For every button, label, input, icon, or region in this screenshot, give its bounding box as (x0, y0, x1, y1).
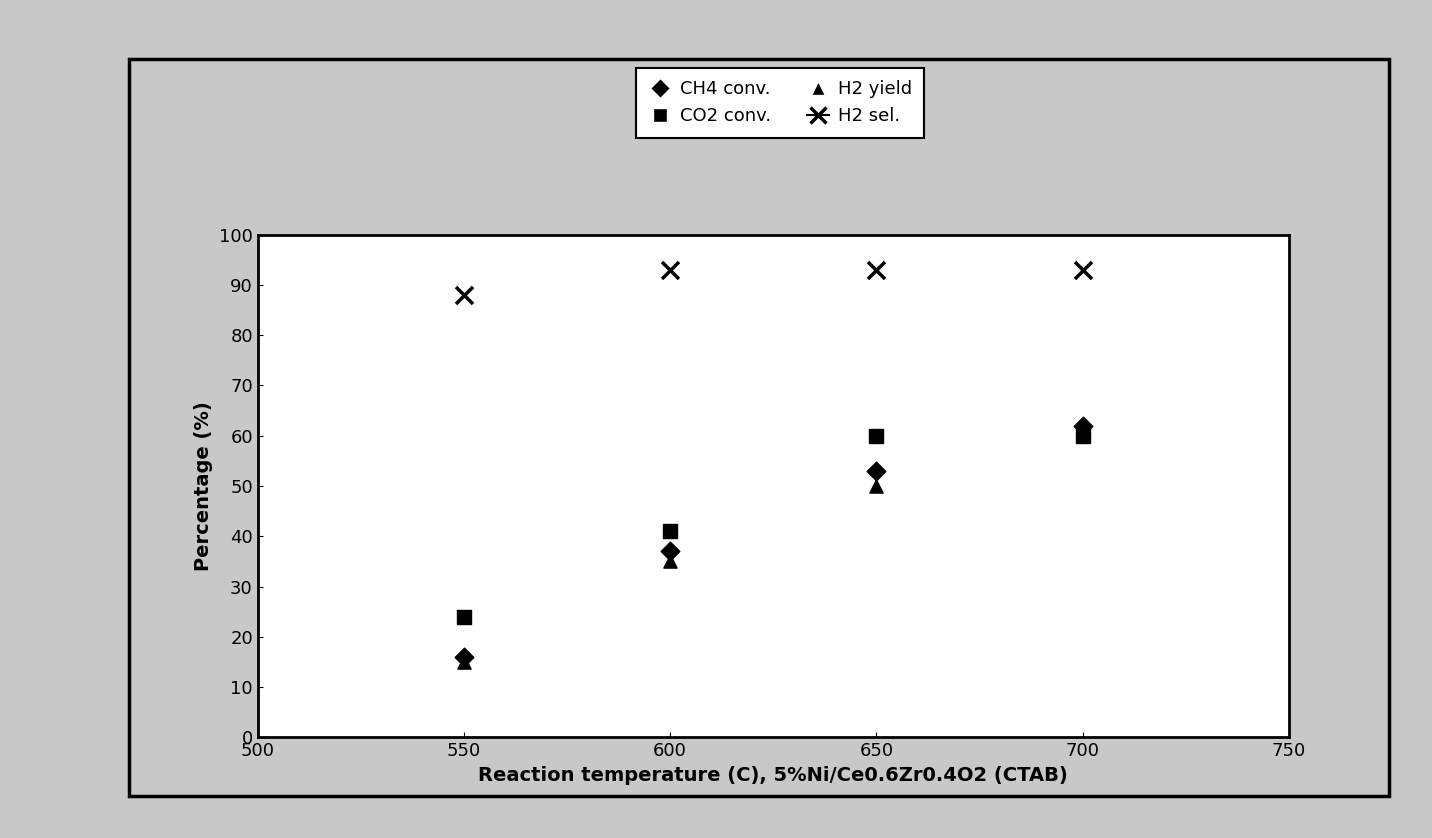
Legend: CH4 conv., CO2 conv., H2 yield, H2 sel.: CH4 conv., CO2 conv., H2 yield, H2 sel. (636, 68, 925, 138)
H2 yield (1071, 424, 1094, 437)
H2 sel. (453, 288, 475, 302)
H2 yield (865, 479, 888, 493)
H2 sel. (659, 263, 682, 277)
CO2 conv. (453, 610, 475, 623)
CH4 conv. (865, 464, 888, 478)
H2 sel. (1071, 263, 1094, 277)
CO2 conv. (659, 525, 682, 538)
CH4 conv. (453, 650, 475, 664)
CH4 conv. (1071, 419, 1094, 432)
CO2 conv. (865, 429, 888, 442)
H2 yield (453, 655, 475, 669)
CH4 conv. (659, 545, 682, 558)
X-axis label: Reaction temperature (C), 5%Ni/Ce0.6Zr0.4O2 (CTAB): Reaction temperature (C), 5%Ni/Ce0.6Zr0.… (478, 766, 1068, 785)
Y-axis label: Percentage (%): Percentage (%) (195, 401, 213, 571)
H2 yield (659, 555, 682, 568)
H2 sel. (865, 263, 888, 277)
CO2 conv. (1071, 429, 1094, 442)
